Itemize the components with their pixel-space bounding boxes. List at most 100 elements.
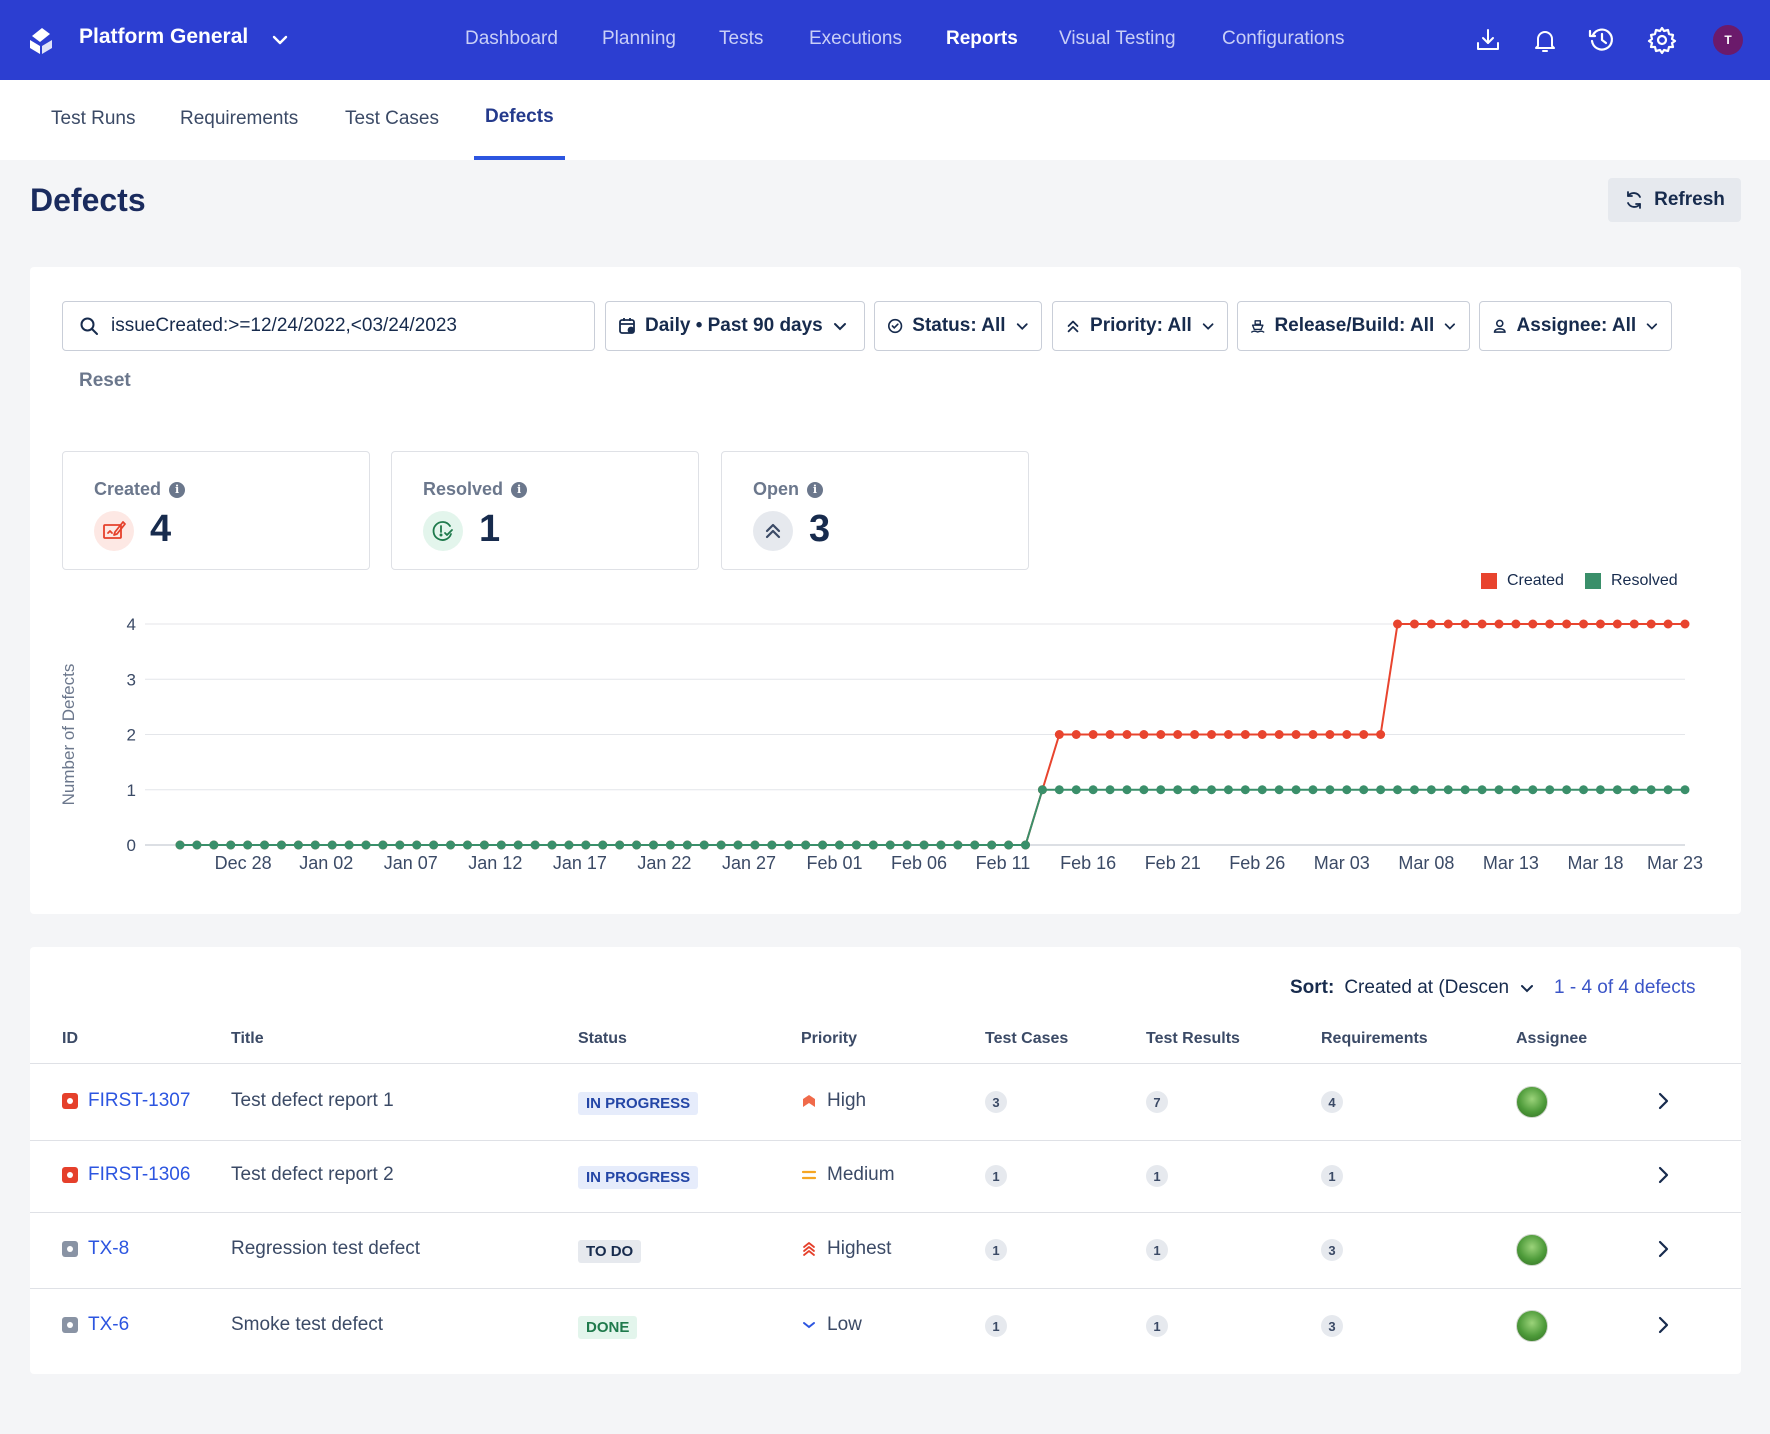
info-icon[interactable]: i	[169, 481, 186, 498]
column-header-requirements[interactable]: Requirements	[1321, 1030, 1428, 1047]
test-results-count[interactable]: 7	[1146, 1091, 1168, 1113]
active-tab-indicator	[474, 156, 565, 160]
tab-requirements[interactable]: Requirements	[180, 108, 299, 129]
search-input[interactable]: issueCreated:>=12/24/2022,<03/24/2023	[62, 301, 595, 351]
test-results-count[interactable]: 1	[1146, 1315, 1168, 1337]
reset-filters-link[interactable]: Reset	[79, 370, 131, 391]
defects-chart-card	[30, 267, 1741, 914]
defect-id-link[interactable]: TX-6	[62, 1314, 129, 1336]
column-header-test-results[interactable]: Test Results	[1146, 1030, 1240, 1047]
data-point-resolved	[1562, 785, 1572, 795]
assignee-avatar[interactable]	[1516, 1086, 1548, 1118]
test-cases-count[interactable]: 3	[985, 1091, 1007, 1113]
assignee-avatar[interactable]	[1516, 1310, 1548, 1342]
test-results-count[interactable]: 1	[1146, 1239, 1168, 1261]
column-header-assignee[interactable]: Assignee	[1516, 1030, 1588, 1047]
defect-id[interactable]: FIRST-1306	[88, 1164, 191, 1185]
legend-resolved[interactable]: Resolved	[1585, 572, 1678, 590]
requirements-count[interactable]: 3	[1321, 1239, 1343, 1261]
chevron-right-icon[interactable]	[1653, 1091, 1673, 1117]
nav-reports[interactable]: Reports	[946, 28, 1018, 49]
status-filter[interactable]: Status: All	[874, 301, 1042, 351]
sort-control[interactable]: Sort: Created at (Descen	[1290, 977, 1535, 999]
test-results-count[interactable]: 1	[1146, 1165, 1168, 1187]
data-point-resolved	[885, 840, 895, 850]
data-point-resolved	[648, 840, 658, 850]
chevron-right-icon[interactable]	[1653, 1165, 1673, 1191]
defect-id[interactable]: FIRST-1307	[88, 1090, 191, 1111]
status-filter-label: Status: All	[912, 315, 1006, 336]
data-point-resolved	[1646, 785, 1656, 795]
legend-created[interactable]: Created	[1481, 572, 1564, 590]
data-point-created	[1342, 730, 1352, 739]
data-point-resolved	[1088, 785, 1098, 795]
y-tick-label: 1	[127, 781, 136, 800]
defect-title[interactable]: Regression test defect	[231, 1238, 421, 1259]
defect-id[interactable]: TX-8	[88, 1238, 130, 1259]
nav-executions[interactable]: Executions	[809, 28, 902, 49]
data-point-resolved	[1291, 785, 1301, 795]
column-header-status[interactable]: Status	[578, 1030, 627, 1047]
nav-planning[interactable]: Planning	[602, 28, 676, 49]
history-icon[interactable]	[1586, 24, 1618, 56]
priority-cell: Medium	[801, 1164, 895, 1186]
requirements-count[interactable]: 3	[1321, 1315, 1343, 1337]
assignee-filter[interactable]: Assignee: All	[1479, 301, 1672, 351]
priority-filter[interactable]: Priority: All	[1052, 301, 1228, 351]
nav-configurations[interactable]: Configurations	[1222, 28, 1345, 49]
tab-test-cases[interactable]: Test Cases	[345, 108, 439, 129]
test-cases-count[interactable]: 1	[985, 1165, 1007, 1187]
nav-tests[interactable]: Tests	[719, 28, 764, 49]
app-logo-icon[interactable]	[28, 26, 54, 56]
column-header-id[interactable]: ID	[62, 1030, 78, 1047]
column-header-title[interactable]: Title	[231, 1030, 264, 1047]
requirements-count[interactable]: 4	[1321, 1091, 1343, 1113]
requirements-count[interactable]: 1	[1321, 1165, 1343, 1187]
period-filter[interactable]: Daily • Past 90 days	[605, 301, 865, 351]
data-point-created	[1359, 730, 1369, 739]
info-icon[interactable]: i	[807, 481, 824, 498]
gear-icon[interactable]	[1646, 24, 1678, 56]
data-point-resolved	[598, 840, 608, 850]
nav-dashboard[interactable]: Dashboard	[465, 28, 558, 49]
info-icon[interactable]: i	[511, 481, 528, 498]
defect-title[interactable]: Smoke test defect	[231, 1314, 384, 1335]
issue-type-icon	[62, 1093, 78, 1109]
kpi-open-value: 3	[809, 508, 831, 550]
test-cases-count[interactable]: 1	[985, 1315, 1007, 1337]
data-point-resolved	[192, 840, 202, 850]
data-point-resolved	[1105, 785, 1115, 795]
refresh-button[interactable]: Refresh	[1608, 178, 1741, 222]
defect-id-link[interactable]: TX-8	[62, 1238, 129, 1260]
user-avatar[interactable]: T	[1713, 25, 1743, 55]
nav-visual-testing[interactable]: Visual Testing	[1059, 28, 1176, 49]
data-point-resolved	[682, 840, 692, 850]
download-icon[interactable]	[1472, 24, 1504, 56]
project-name[interactable]: Platform General	[79, 25, 249, 48]
bell-icon[interactable]	[1529, 24, 1561, 56]
data-point-resolved	[1612, 785, 1622, 795]
test-cases-count[interactable]: 1	[985, 1239, 1007, 1261]
issue-type-icon	[62, 1317, 78, 1333]
data-point-created	[1223, 730, 1233, 739]
priority-cell: Low	[801, 1314, 862, 1336]
column-header-test-cases[interactable]: Test Cases	[985, 1030, 1069, 1047]
chevron-down-icon[interactable]	[270, 30, 290, 50]
defect-id-link[interactable]: FIRST-1306	[62, 1164, 190, 1186]
data-point-created	[1443, 619, 1453, 629]
data-point-created	[1663, 619, 1673, 629]
chevron-down-icon	[1521, 985, 1534, 993]
tab-test-runs[interactable]: Test Runs	[51, 108, 136, 129]
chevron-right-icon[interactable]	[1653, 1239, 1673, 1265]
defect-id[interactable]: TX-6	[88, 1314, 130, 1335]
release-build-filter[interactable]: Release/Build: All	[1237, 301, 1470, 351]
data-point-resolved	[970, 840, 980, 850]
tab-defects[interactable]: Defects	[485, 106, 554, 127]
defect-id-link[interactable]: FIRST-1307	[62, 1090, 190, 1112]
defect-title[interactable]: Test defect report 2	[231, 1164, 394, 1185]
data-point-resolved	[513, 840, 523, 850]
chevron-right-icon[interactable]	[1653, 1315, 1673, 1341]
assignee-avatar[interactable]	[1516, 1234, 1548, 1266]
defect-title[interactable]: Test defect report 1	[231, 1090, 394, 1111]
column-header-priority[interactable]: Priority	[801, 1030, 858, 1047]
